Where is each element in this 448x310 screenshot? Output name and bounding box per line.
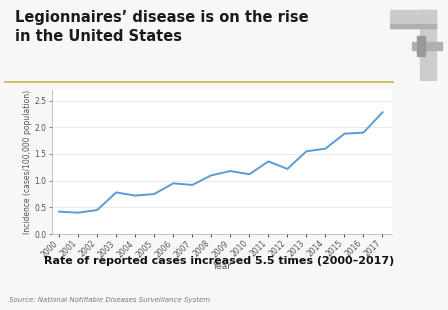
Text: Legionnaires’ disease is on the rise
in the United States: Legionnaires’ disease is on the rise in …: [15, 10, 309, 44]
Y-axis label: Incidence (cases/100,000 population): Incidence (cases/100,000 population): [23, 90, 32, 234]
Bar: [417, 36, 425, 56]
Bar: [390, 11, 436, 28]
Bar: [390, 24, 436, 28]
X-axis label: Year: Year: [212, 262, 231, 271]
Bar: [420, 23, 436, 81]
Bar: [412, 42, 442, 50]
Text: Rate of reported cases increased 5.5 times (2000–2017): Rate of reported cases increased 5.5 tim…: [44, 256, 395, 266]
Bar: [420, 11, 436, 28]
Text: Source: National Notifiable Diseases Surveillance System: Source: National Notifiable Diseases Sur…: [9, 297, 210, 303]
